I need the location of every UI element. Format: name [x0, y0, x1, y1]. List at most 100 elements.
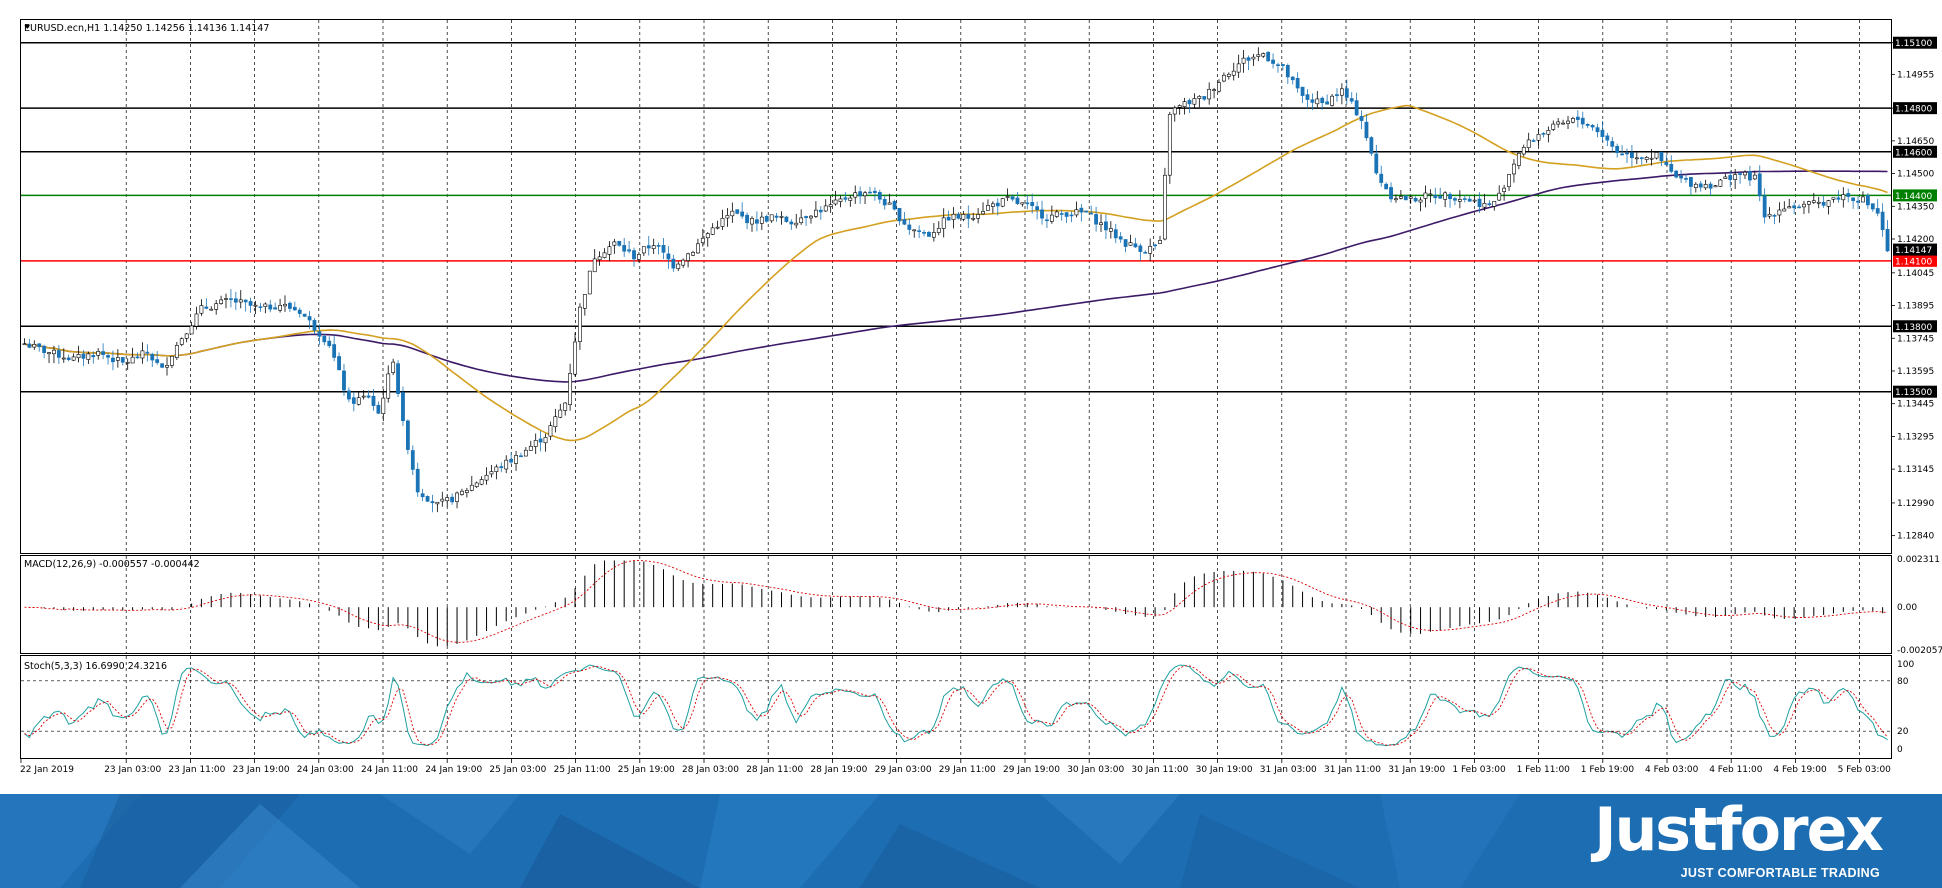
level-label-text: 1.14800: [1895, 105, 1932, 115]
candle-body: [499, 466, 504, 469]
candle-body: [1477, 198, 1482, 207]
candle-body: [1015, 197, 1020, 204]
candle-body: [755, 219, 759, 224]
candle-body: [784, 216, 789, 222]
candle-body: [464, 490, 469, 493]
candle-body: [130, 356, 135, 364]
current-price-text: 1.14147: [1895, 246, 1932, 256]
time-label: 24 Jan 03:00: [297, 765, 354, 775]
candle-body: [1654, 152, 1659, 159]
candle-body: [995, 202, 1000, 207]
dropdown-triangle-icon[interactable]: [24, 25, 31, 29]
candle-body: [1649, 157, 1654, 160]
indicator-axes: 0.002311 0.00 -0.002057 100 80 20 0: [1897, 555, 1942, 755]
candle-body: [71, 356, 76, 361]
candle-body: [1880, 211, 1885, 230]
candle-body: [661, 245, 666, 253]
candle-body: [671, 258, 676, 269]
candle-body: [292, 306, 297, 311]
price-panel: [20, 19, 1892, 554]
candle-body: [519, 455, 523, 458]
candle-body: [1659, 151, 1664, 162]
candle-body: [597, 256, 602, 261]
candle-body: [1856, 200, 1860, 203]
time-label: 29 Jan 19:00: [1003, 765, 1060, 775]
candle-body: [219, 299, 223, 304]
candle-body: [612, 241, 617, 246]
candle-body: [804, 216, 808, 219]
candle-body: [966, 214, 971, 219]
candle-body: [1064, 212, 1069, 217]
candle-body: [641, 246, 646, 254]
candle-body: [1797, 206, 1801, 209]
candle-body: [356, 397, 361, 405]
candle-body: [548, 425, 553, 437]
candle-body: [951, 213, 956, 220]
price-tick-label: 1.14650: [1897, 137, 1934, 147]
candle-body: [342, 370, 346, 391]
candle-body: [42, 345, 47, 354]
candle-body: [1428, 193, 1433, 196]
candle-body: [1197, 96, 1202, 99]
candle-body: [332, 344, 337, 358]
candle-body: [573, 341, 577, 375]
time-label: 28 Jan 03:00: [682, 765, 739, 775]
candle-body: [1236, 63, 1241, 73]
candle-body: [1177, 105, 1182, 108]
candle-body: [981, 211, 985, 215]
time-label: 22 Jan 2019: [20, 765, 74, 775]
candle-body: [696, 243, 700, 254]
macd-signal-line: [24, 560, 1888, 643]
level-label-box: [1893, 102, 1937, 115]
price-tick-label: 1.14200: [1897, 235, 1934, 245]
candle-body: [91, 355, 96, 358]
price-tick-label: 1.14500: [1897, 170, 1934, 180]
candle-body: [405, 420, 410, 450]
price-tick-label: 1.14045: [1897, 269, 1934, 279]
candle-body: [278, 304, 282, 311]
candle-body: [725, 215, 730, 219]
candle-body: [1364, 121, 1369, 139]
level-label-box: [1893, 320, 1937, 333]
candle-body: [1020, 202, 1025, 205]
candle-body: [868, 191, 872, 194]
stoch-tick-label: 0: [1897, 745, 1903, 755]
candle-body: [745, 214, 749, 224]
stoch-panel: [20, 655, 1892, 759]
slow-moving-average: [24, 170, 1888, 383]
candle-body: [1054, 211, 1059, 217]
candle-body: [1153, 244, 1157, 247]
stoch-label: Stoch(5,3,3) 16.6990 24.3216: [24, 661, 167, 672]
candle-body: [1059, 213, 1064, 215]
candle-body: [1099, 222, 1103, 225]
candle-body: [656, 245, 661, 247]
candle-body: [1551, 123, 1556, 130]
time-label: 30 Jan 03:00: [1067, 765, 1124, 775]
candle-body: [120, 357, 125, 363]
time-label: 23 Jan 03:00: [104, 765, 161, 775]
candle-body: [258, 306, 263, 308]
level-label-text: 1.14600: [1895, 148, 1932, 158]
candle-body: [199, 305, 204, 314]
candle-body: [1811, 200, 1816, 203]
candle-body: [1487, 203, 1492, 206]
candle-body: [523, 449, 528, 457]
candle-body: [1118, 236, 1123, 240]
candle-body: [386, 373, 391, 399]
candle-body: [1875, 208, 1880, 214]
candle-body: [1300, 86, 1305, 96]
candle-body: [941, 217, 946, 229]
candle-body: [1025, 202, 1030, 205]
candle-body: [209, 308, 214, 311]
candle-body: [863, 192, 867, 197]
candle-body: [361, 395, 366, 398]
candle-body: [86, 353, 91, 360]
candle-body: [813, 209, 818, 217]
candle-body: [430, 501, 435, 504]
candle-body: [1325, 101, 1330, 105]
candle-body: [1516, 152, 1521, 166]
candle-body: [1634, 157, 1639, 160]
candle-body: [489, 471, 494, 475]
candle-body: [420, 493, 425, 498]
macd-panel: [20, 555, 1892, 654]
